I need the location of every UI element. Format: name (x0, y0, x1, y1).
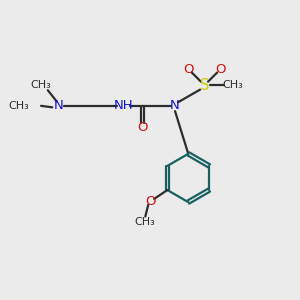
Text: N: N (170, 99, 180, 112)
Text: O: O (145, 195, 155, 208)
Text: CH₃: CH₃ (222, 80, 243, 90)
Text: CH₃: CH₃ (134, 218, 155, 227)
Text: CH₃: CH₃ (8, 101, 29, 111)
Text: O: O (215, 62, 226, 76)
Text: O: O (183, 62, 194, 76)
Text: N: N (54, 99, 64, 112)
Text: CH₃: CH₃ (31, 80, 51, 90)
Text: S: S (200, 78, 209, 93)
Text: NH: NH (114, 99, 133, 112)
Text: O: O (137, 122, 148, 134)
